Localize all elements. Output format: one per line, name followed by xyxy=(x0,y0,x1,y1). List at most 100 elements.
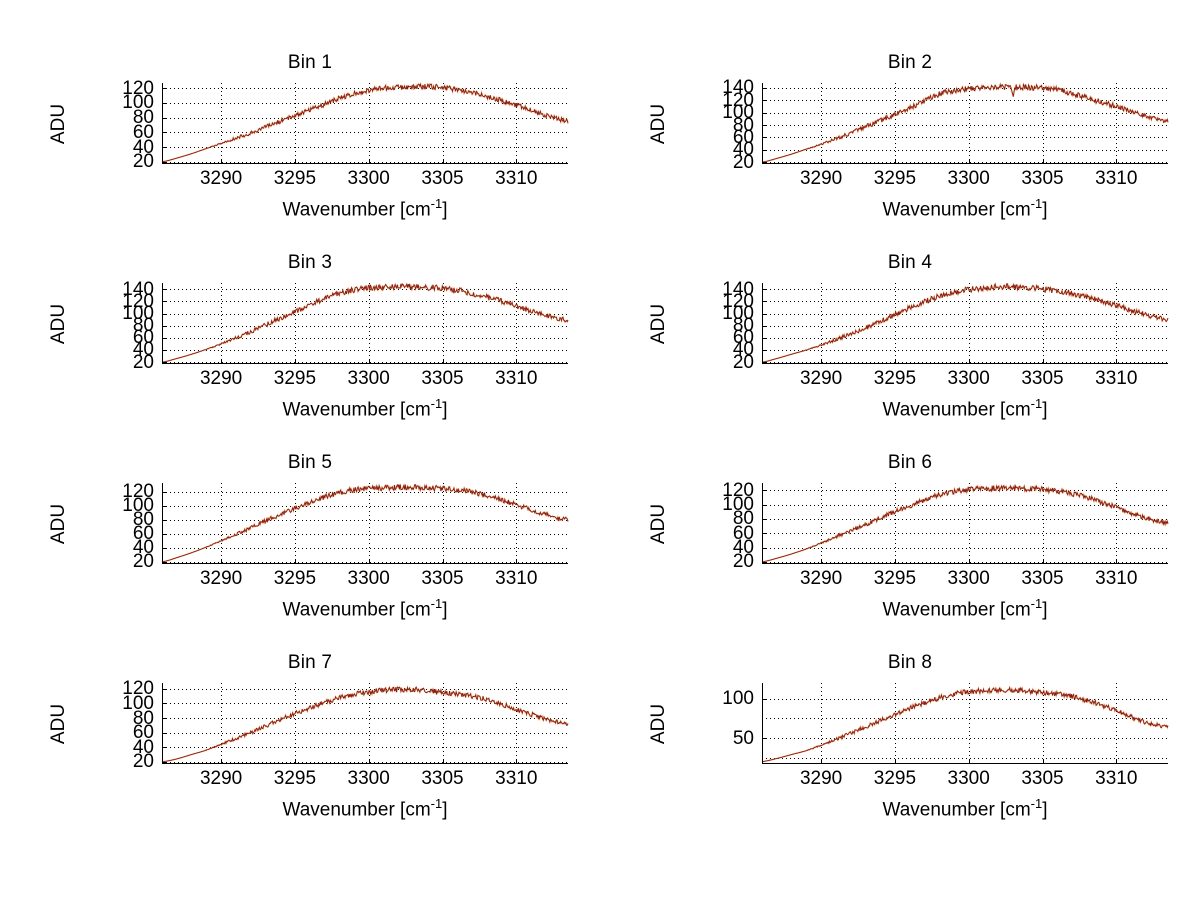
gridline-horizontal xyxy=(762,561,1168,563)
x-axis-tick-label: 3290 xyxy=(799,568,843,589)
plot-area xyxy=(161,482,569,564)
y-axis-tick-label: 80 xyxy=(132,707,154,729)
y-axis-tick xyxy=(162,533,167,535)
x-axis-label-text: Wavenumber [cm xyxy=(282,399,431,421)
x-axis-label: Wavenumber [cm-1] xyxy=(162,196,568,221)
x-axis-tick-label: 3310 xyxy=(1095,568,1138,589)
y-axis-tick-label: 40 xyxy=(132,537,154,559)
x-axis-tick xyxy=(1042,759,1044,764)
gridline-horizontal xyxy=(162,491,568,493)
y-axis-tick-label: 60 xyxy=(732,327,754,349)
x-axis-tick xyxy=(294,359,296,364)
x-axis-tick xyxy=(968,159,970,164)
x-axis-tick xyxy=(442,159,444,164)
spectrum-curve-underlay xyxy=(161,281,569,363)
gridline-horizontal xyxy=(162,519,568,521)
x-axis-tick xyxy=(221,359,223,364)
y-axis-tick-label: 60 xyxy=(132,327,154,349)
x-axis-tick xyxy=(894,559,896,564)
gridline-horizontal xyxy=(162,325,568,327)
spectrum-curve-underlay xyxy=(761,281,1169,363)
x-axis-tick xyxy=(368,359,370,364)
x-axis-label-superscript: -1 xyxy=(1030,396,1043,411)
y-axis-tick-label: 40 xyxy=(732,537,754,558)
gridline-horizontal xyxy=(162,703,568,705)
gridline-vertical xyxy=(442,83,444,164)
gridline-horizontal xyxy=(762,125,1168,126)
x-axis-label-tail: ] xyxy=(442,399,448,421)
gridline-vertical xyxy=(368,283,370,364)
y-axis-tick xyxy=(162,102,167,104)
x-axis-label: Wavenumber [cm-1] xyxy=(762,396,1168,421)
panel-title: Bin 6 xyxy=(887,452,933,473)
gridline-vertical xyxy=(221,283,223,364)
gridline-horizontal xyxy=(762,362,1168,364)
y-axis-tick xyxy=(162,132,167,134)
gridline-horizontal xyxy=(162,161,568,163)
y-axis-tick xyxy=(162,732,167,734)
spectrum-curve-underlay xyxy=(161,684,569,763)
x-axis-tick xyxy=(1042,559,1044,564)
gridline-horizontal xyxy=(762,112,1168,114)
plot-area xyxy=(761,683,1169,764)
x-axis-tick-labels: 3290 3295 3300 3305 3310 xyxy=(762,368,1168,392)
y-axis-tick-label: 140 xyxy=(722,278,754,300)
gridline-horizontal xyxy=(762,738,1168,739)
y-axis-tick-label: 40 xyxy=(732,339,754,361)
x-axis-tick xyxy=(1116,559,1118,564)
y-axis-tick-label: 40 xyxy=(732,139,754,161)
gridline-vertical xyxy=(1116,283,1118,364)
y-axis-tick-label: 20 xyxy=(132,751,154,773)
x-axis-tick xyxy=(821,359,823,364)
y-axis-tick-label: 40 xyxy=(132,339,154,361)
gridline-horizontal xyxy=(762,325,1168,327)
y-axis-tick-label: 20 xyxy=(732,551,754,573)
spectrum-curve-line xyxy=(161,282,569,363)
x-axis-tick xyxy=(516,359,518,364)
plot-frame xyxy=(161,281,569,364)
y-axis-tick xyxy=(162,301,167,303)
x-axis-label-tail: ] xyxy=(1042,399,1048,421)
y-axis-tick-label: 20 xyxy=(132,351,154,373)
y-axis-tick xyxy=(762,490,767,492)
x-axis-tick xyxy=(968,559,970,564)
x-axis-tick xyxy=(516,159,518,164)
x-axis-label-superscript: -1 xyxy=(1030,196,1043,211)
y-axis-tick xyxy=(762,149,767,151)
panel-bin-2: Bin 2 ADU 20 40 60 80 100 120 140 3290 3295 3300 330… xyxy=(610,50,1200,250)
y-axis-tick xyxy=(762,547,767,549)
y-axis-tick-label: 100 xyxy=(722,102,754,124)
x-axis-tick-label: 3305 xyxy=(421,568,464,589)
panel-title: Bin 7 xyxy=(287,652,333,673)
gridline-horizontal xyxy=(162,350,568,351)
y-axis-tick xyxy=(162,718,167,719)
y-axis-tick xyxy=(762,533,767,535)
x-axis-tick-labels: 3290 3295 3300 3305 3310 xyxy=(162,568,568,592)
gridline-vertical xyxy=(368,83,370,164)
gridline-vertical xyxy=(821,683,823,764)
x-axis-tick-label: 3310 xyxy=(495,168,538,189)
y-axis-tick-label: 60 xyxy=(732,522,754,544)
plot-frame xyxy=(761,683,1169,764)
y-axis-tick-label: 80 xyxy=(132,509,154,531)
y-axis-tick xyxy=(762,313,767,315)
panel-bin-7: Bin 7 ADU 20 40 60 80 100 120 3290 3295 3300 3305 33… xyxy=(10,650,610,850)
gridline-horizontal xyxy=(162,337,568,339)
y-axis-tick-label: 50 xyxy=(732,727,754,749)
x-axis-tick-label: 3290 xyxy=(799,368,843,389)
x-axis-tick-label: 3300 xyxy=(947,568,990,589)
y-axis-tick-label: 100 xyxy=(722,494,754,515)
x-axis-label-superscript: -1 xyxy=(430,796,443,811)
y-axis-tick xyxy=(162,350,167,351)
gridline-vertical xyxy=(442,483,444,564)
y-axis-tick xyxy=(762,337,767,339)
panel-title: Bin 1 xyxy=(287,52,333,73)
spectrum-curve xyxy=(161,684,569,763)
gridline-horizontal xyxy=(162,747,568,749)
gridline-vertical xyxy=(894,683,896,764)
y-axis-tick-labels: 20 40 60 80 100 120 xyxy=(610,481,758,572)
x-axis-tick xyxy=(221,159,223,164)
x-axis-tick-label: 3300 xyxy=(947,168,990,189)
y-axis-tick xyxy=(762,504,767,506)
gridline-horizontal xyxy=(162,505,568,507)
